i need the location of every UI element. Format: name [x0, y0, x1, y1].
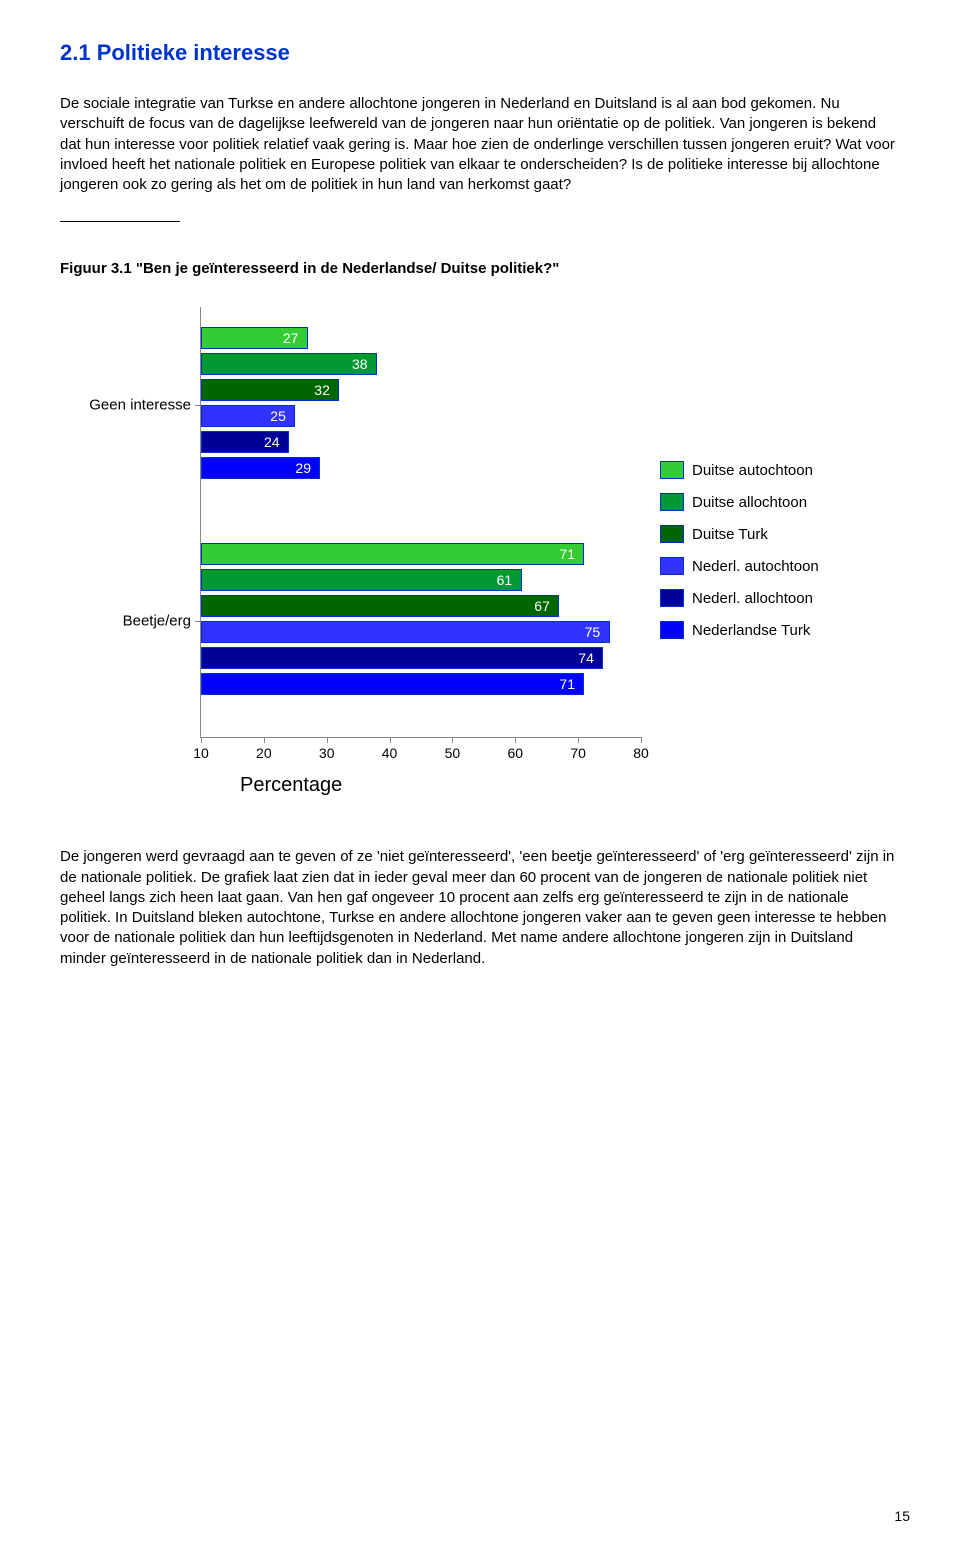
- y-category-label: Beetje/erg: [61, 613, 191, 630]
- plot-area: 1020304050607080Geen interesse2738322524…: [200, 307, 641, 738]
- x-tick: [578, 737, 579, 743]
- x-tick: [452, 737, 453, 743]
- x-tick-label: 70: [570, 745, 586, 761]
- bar: 25: [201, 405, 295, 427]
- x-tick: [201, 737, 202, 743]
- bar-value-label: 71: [559, 546, 575, 562]
- bar-value-label: 75: [585, 624, 601, 640]
- x-tick: [327, 737, 328, 743]
- bar-value-label: 67: [534, 598, 550, 614]
- page-number: 15: [894, 1508, 910, 1524]
- x-tick-label: 10: [193, 745, 209, 761]
- bar-chart: 10 20 30 40 50 60 70 80 Geen interesse 27 38 32 25 24…: [60, 297, 880, 817]
- intro-paragraph: De sociale integratie van Turkse en ande…: [60, 94, 900, 195]
- legend-item: Duitse autochtoon: [660, 461, 819, 479]
- legend-label: Nederl. autochtoon: [692, 558, 819, 575]
- legend-label: Duitse Turk: [692, 526, 768, 543]
- bar-value-label: 27: [283, 330, 299, 346]
- bar-value-label: 29: [295, 460, 311, 476]
- bar-value-label: 24: [264, 434, 280, 450]
- legend-label: Nederlandse Turk: [692, 622, 810, 639]
- bar-value-label: 38: [352, 356, 368, 372]
- legend-swatch: [660, 461, 684, 479]
- legend-swatch: [660, 525, 684, 543]
- bar: 74: [201, 647, 603, 669]
- bar-value-label: 74: [578, 650, 594, 666]
- bar: 71: [201, 673, 584, 695]
- legend-swatch: [660, 493, 684, 511]
- x-tick-label: 20: [256, 745, 272, 761]
- bar: 27: [201, 327, 308, 349]
- x-tick: [641, 737, 642, 743]
- separator: [60, 221, 180, 222]
- analysis-paragraph: De jongeren werd gevraagd aan te geven o…: [60, 847, 900, 969]
- x-tick-label: 60: [507, 745, 523, 761]
- bar: 29: [201, 457, 320, 479]
- legend-label: Duitse allochtoon: [692, 494, 807, 511]
- bar: 75: [201, 621, 610, 643]
- x-tick: [264, 737, 265, 743]
- x-tick-label: 50: [445, 745, 461, 761]
- legend-item: Duitse Turk: [660, 525, 819, 543]
- legend-item: Nederl. allochtoon: [660, 589, 819, 607]
- bar: 38: [201, 353, 377, 375]
- y-category-label: Geen interesse: [61, 397, 191, 414]
- section-title: 2.1 Politieke interesse: [60, 40, 900, 66]
- legend-swatch: [660, 557, 684, 575]
- x-tick: [515, 737, 516, 743]
- legend-item: Nederlandse Turk: [660, 621, 819, 639]
- x-tick-label: 40: [382, 745, 398, 761]
- bar-value-label: 25: [270, 408, 286, 424]
- bar: 61: [201, 569, 522, 591]
- chart-legend: Duitse autochtoon Duitse allochtoon Duitse…: [660, 447, 819, 653]
- legend-label: Nederl. allochtoon: [692, 590, 813, 607]
- bar: 67: [201, 595, 559, 617]
- bar: 24: [201, 431, 289, 453]
- legend-swatch: [660, 621, 684, 639]
- bar: 32: [201, 379, 339, 401]
- bar-value-label: 32: [314, 382, 330, 398]
- bar-value-label: 71: [559, 676, 575, 692]
- legend-swatch: [660, 589, 684, 607]
- x-tick: [390, 737, 391, 743]
- x-axis-title: Percentage: [240, 774, 342, 797]
- x-tick-label: 30: [319, 745, 335, 761]
- legend-item: Duitse allochtoon: [660, 493, 819, 511]
- bar: 71: [201, 543, 584, 565]
- figure-caption: Figuur 3.1 "Ben je geïnteresseerd in de …: [60, 260, 900, 277]
- bar-value-label: 61: [497, 572, 513, 588]
- legend-label: Duitse autochtoon: [692, 462, 813, 479]
- x-tick-label: 80: [633, 745, 649, 761]
- legend-item: Nederl. autochtoon: [660, 557, 819, 575]
